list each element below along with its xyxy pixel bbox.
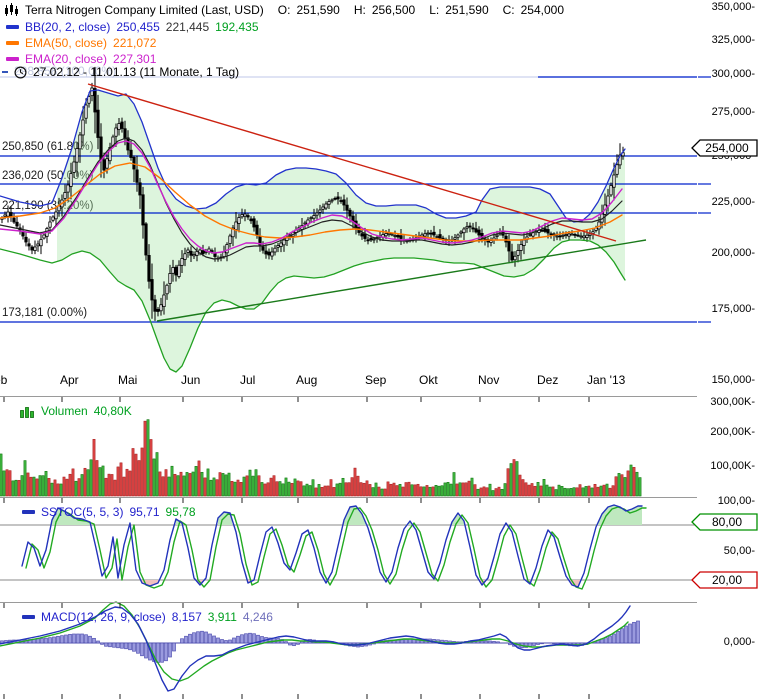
y-axis-label: 225,000- (711, 196, 755, 208)
y-axis-label: 325,000- (711, 34, 755, 46)
macd-value: 8,157 (171, 610, 202, 624)
close-label: C: (502, 3, 515, 17)
descending-trendline (87, 83, 617, 242)
low-label: L: (429, 3, 440, 17)
y-axis-label: 350,000- (711, 1, 755, 13)
bb-upper-value: 250,455 (116, 20, 160, 34)
open-label: O: (277, 3, 291, 17)
sstoc-name: SSTOC(5, 5, 3) (41, 505, 124, 519)
bb-name: BB(20, 2, close) (25, 20, 111, 34)
fib-line-stub (2, 71, 8, 73)
sstoc-k-value: 95,71 (129, 505, 160, 519)
date-range-text: 27.02.12 - 11.01.13 (11 Monate, 1 Tag) (33, 65, 240, 79)
ema50-line (0, 162, 623, 242)
macd-line (0, 605, 631, 692)
y-axis-label: 150,000- (711, 374, 755, 386)
volume-name: Volumen (41, 404, 88, 418)
ema50-legend-icon (6, 41, 19, 45)
y-axis-label: 300,000- (711, 68, 755, 80)
svg-text:20,00: 20,00 (712, 573, 742, 587)
panel-dividers (0, 396, 697, 699)
bb-lower-value: 192,435 (215, 20, 259, 34)
y-axis-label: 275,000- (711, 106, 755, 118)
sstoc-panel (0, 504, 697, 590)
x-axis-label: Apr (60, 373, 79, 387)
ema20-name: EMA(20, close) (25, 52, 108, 66)
y-axis-label: 200,00K- (710, 426, 755, 438)
ema20-value: 227,301 (113, 52, 157, 66)
bb-legend-icon (6, 25, 19, 29)
sstoc-d-line (25, 506, 647, 590)
low-value: 251,590 (445, 3, 489, 17)
ascending-trendline (156, 239, 647, 322)
x-axis-label: eb (0, 373, 8, 387)
x-axis-label: Aug (296, 373, 318, 387)
x-axis-label: Jan '13 (587, 373, 626, 387)
macd-hist-value: 4,246 (242, 610, 273, 624)
svg-text:254,000: 254,000 (705, 141, 749, 155)
bb-middle-value: 221,445 (165, 20, 210, 34)
y-axis-label: 200,000- (711, 247, 755, 259)
fibonacci-lines (0, 76, 711, 323)
close-value: 254,000 (520, 3, 565, 17)
sstoc-legend-icon (22, 510, 35, 514)
last-price-tag: 254,000 (691, 139, 758, 157)
volume-value: 40,80K (93, 404, 132, 418)
y-axis-label: 50,00- (723, 545, 755, 557)
macd-panel (0, 601, 640, 692)
high-label: H: (353, 3, 366, 17)
macd-signal-value: 3,911 (207, 610, 237, 624)
y-axis-label: 300,00K- (710, 396, 755, 408)
overlay-lines (0, 83, 647, 373)
volume-bars-icon (20, 406, 34, 418)
ema20-legend: EMA(20, close) 227,301 (6, 52, 156, 66)
open-value: 251,590 (296, 3, 340, 17)
ema20-legend-icon (6, 57, 19, 61)
instrument-title: Terra Nitrogen Company Limited (Last, US… (25, 3, 264, 17)
candlestick-chart-icon (5, 3, 18, 16)
sstoc-legend: SSTOC(5, 5, 3) 95,71 95,78 (22, 505, 196, 519)
sstoc-oversold-tag: 20,00 (691, 571, 758, 589)
fib-level-label: 173,181 (0.00%) (2, 307, 88, 319)
volume-bars (0, 419, 642, 497)
x-axis-label: Mai (118, 373, 138, 387)
bb-band-fill (57, 90, 625, 372)
y-axis-label: 100,00K- (710, 460, 755, 472)
sstoc-d-value: 95,78 (165, 505, 196, 519)
y-axis-label: 175,000- (711, 303, 755, 315)
bb-middle-line (0, 137, 623, 260)
ema50-value: 221,072 (113, 36, 157, 50)
y-axis-label: 100,00- (717, 495, 755, 507)
svg-text:80,00: 80,00 (712, 515, 742, 529)
x-axis-label: Jul (240, 373, 256, 387)
macd-legend-icon (22, 615, 35, 619)
candles (0, 66, 625, 321)
instrument-header: Terra Nitrogen Company Limited (Last, US… (4, 3, 564, 17)
bb-lower-line (0, 239, 626, 373)
bb-legend: BB(20, 2, close) 250,455 221,445 192,435 (6, 20, 259, 34)
sstoc-overbought-tag: 80,00 (691, 513, 758, 531)
clock-icon (14, 65, 27, 79)
high-value: 256,500 (371, 3, 416, 17)
sstoc-k-line (21, 504, 643, 588)
ema50-legend: EMA(50, close) 221,072 (6, 36, 156, 50)
macd-legend: MACD(12, 26, 9, close) 8,157 3,911 4,246 (22, 610, 273, 624)
ema50-name: EMA(50, close) (25, 36, 108, 50)
y-axis-label: 0,000- (723, 636, 755, 648)
ema20-line (0, 140, 623, 254)
fib-100-ghost-label: 298,858 (100,00%) (14, 64, 117, 78)
date-range-row: 27.02.12 - 11.01.13 (11 Monate, 1 Tag) (2, 65, 239, 79)
volume-legend: Volumen 40,80K (20, 404, 132, 418)
macd-name: MACD(12, 26, 9, close) (41, 610, 166, 624)
fib-level-label: 250,850 (61.80%) (2, 141, 94, 153)
x-axis-label: Okt (419, 373, 438, 387)
x-axis-label: Dez (537, 373, 559, 387)
x-axis-label: Sep (365, 373, 387, 387)
x-axis-label: Jun (181, 373, 201, 387)
x-axis-label: Nov (478, 373, 500, 387)
